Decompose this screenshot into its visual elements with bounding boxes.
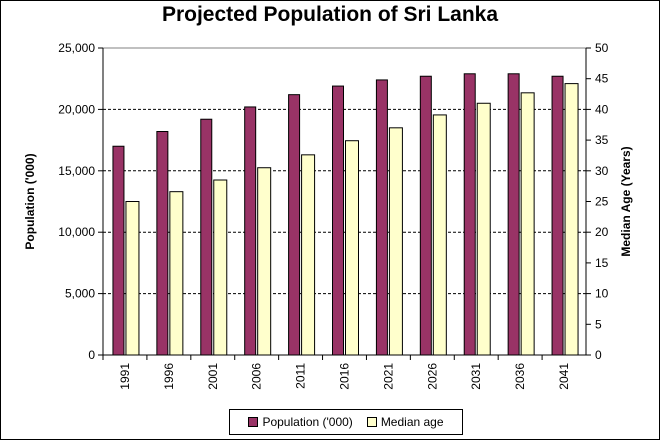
y-tick-label: 25,000 xyxy=(58,41,95,55)
y2-tick-label: 40 xyxy=(595,102,609,116)
bar-median-age xyxy=(564,83,579,356)
y-tick-label: 0 xyxy=(88,348,95,362)
y-axis-title: Population ('000) xyxy=(23,153,37,249)
bar-population xyxy=(288,94,301,356)
bar-median-age xyxy=(520,92,535,356)
y2-tick-label: 25 xyxy=(595,195,609,209)
x-tick-label: 1991 xyxy=(118,363,132,390)
y2-tick-label: 10 xyxy=(595,287,609,301)
y2-tick-label: 5 xyxy=(595,317,602,331)
bar-median-age xyxy=(213,179,228,356)
x-tick-label: 2021 xyxy=(381,363,395,390)
bar-median-age xyxy=(301,154,316,356)
bar-median-age xyxy=(169,191,184,356)
y2-tick-label: 15 xyxy=(595,256,609,270)
bar-population xyxy=(463,73,476,356)
y2-tick-label: 20 xyxy=(595,225,609,239)
bar-population xyxy=(551,75,564,356)
x-tick-label: 2016 xyxy=(338,363,352,390)
y-tick-label: 20,000 xyxy=(58,102,95,116)
y2-tick-label: 50 xyxy=(595,41,609,55)
bar-population xyxy=(244,106,257,356)
x-tick-label: 1996 xyxy=(162,363,176,390)
bar-median-age xyxy=(388,127,403,356)
legend-item-population: Population ('000) xyxy=(248,415,353,429)
y-tick-label: 10,000 xyxy=(58,225,95,239)
legend-label-population: Population ('000) xyxy=(262,415,353,429)
y2-tick-label: 35 xyxy=(595,133,609,147)
bar-population xyxy=(332,85,344,356)
x-tick-label: 2001 xyxy=(206,363,220,390)
bar-population xyxy=(112,145,125,356)
x-tick-label: 2036 xyxy=(513,363,527,390)
x-tick-label: 2041 xyxy=(557,363,571,390)
x-tick-label: 2026 xyxy=(425,363,439,390)
legend-swatch-median-age xyxy=(366,417,377,427)
y2-tick-label: 30 xyxy=(595,164,609,178)
x-tick-label: 2011 xyxy=(294,363,308,389)
x-tick-label: 2031 xyxy=(469,363,483,390)
y2-tick-label: 45 xyxy=(595,72,609,86)
bar-population xyxy=(375,79,388,356)
bar-population xyxy=(507,73,520,356)
legend: Population ('000) Median age xyxy=(229,409,463,435)
bar-population xyxy=(200,118,213,356)
y-tick-label: 15,000 xyxy=(58,164,95,178)
y2-axis-title: Median Age (Years) xyxy=(619,146,633,256)
bar-median-age xyxy=(476,102,491,356)
bar-median-age xyxy=(345,140,359,356)
y2-tick-label: 0 xyxy=(595,348,602,362)
legend-swatch-population xyxy=(248,417,259,427)
y-tick-label: 5,000 xyxy=(65,287,95,301)
bar-median-age xyxy=(257,167,272,356)
bar-median-age xyxy=(432,114,447,356)
legend-label-median-age: Median age xyxy=(380,415,444,429)
x-tick-label: 2006 xyxy=(250,363,264,390)
chart-title: Projected Population of Sri Lanka xyxy=(161,3,499,26)
legend-item-median-age: Median age xyxy=(366,415,444,429)
bar-population xyxy=(156,131,169,356)
bar-median-age xyxy=(125,201,140,356)
bar-population xyxy=(419,75,432,356)
